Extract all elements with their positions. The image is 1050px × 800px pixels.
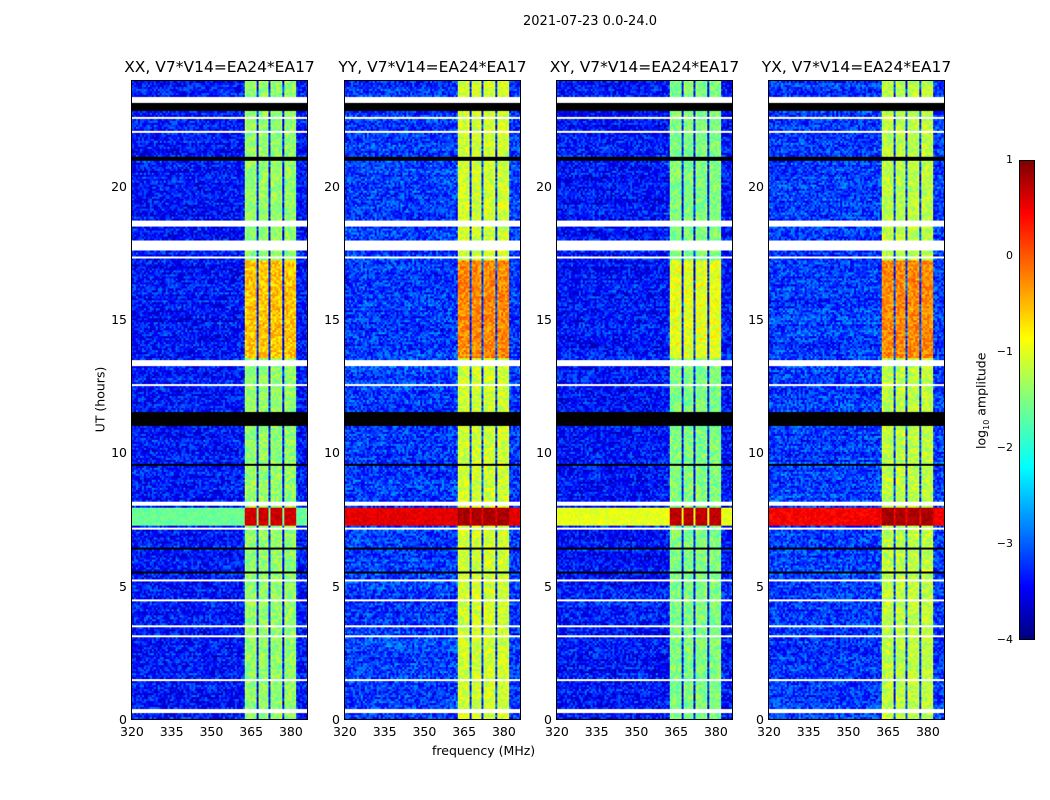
x-tick-label: 320 bbox=[120, 724, 144, 739]
panel-title: XX, V7*V14=EA24*EA17 bbox=[124, 58, 315, 76]
colorbar-tick-label: −2 bbox=[996, 441, 1013, 454]
x-tick-label: 335 bbox=[796, 724, 821, 739]
y-tick-label: 10 bbox=[536, 445, 552, 461]
x-tick-label: 365 bbox=[452, 724, 477, 739]
y-tick-label: 10 bbox=[324, 445, 340, 461]
colorbar-tick-label: −1 bbox=[996, 345, 1013, 358]
x-tick-label: 320 bbox=[757, 724, 781, 739]
panel-title: YY, V7*V14=EA24*EA17 bbox=[338, 58, 527, 76]
x-tick-label: 350 bbox=[412, 724, 437, 739]
x-tick-label: 380 bbox=[278, 724, 303, 739]
y-tick-label: 20 bbox=[536, 178, 552, 194]
y-axis-label: UT (hours) bbox=[92, 366, 108, 433]
heatmap-panel-1 bbox=[344, 80, 521, 720]
heatmap-cells bbox=[557, 81, 732, 719]
y-tick-label: 10 bbox=[748, 445, 764, 461]
heatmap-panel-2 bbox=[556, 80, 733, 720]
colorbar-tick-label: 1 bbox=[1006, 153, 1013, 166]
heatmap-panel-3 bbox=[768, 80, 945, 720]
x-tick-label: 365 bbox=[664, 724, 689, 739]
x-tick-label: 320 bbox=[545, 724, 569, 739]
x-tick-label: 350 bbox=[624, 724, 649, 739]
y-tick-label: 5 bbox=[332, 578, 340, 594]
y-tick-label: 20 bbox=[748, 178, 764, 194]
colorbar bbox=[1019, 160, 1035, 640]
panel-title: XY, V7*V14=EA24*EA17 bbox=[549, 58, 740, 76]
y-tick-label: 0 bbox=[119, 712, 127, 727]
x-axis-label: frequency (MHz) bbox=[432, 743, 536, 758]
y-tick-label: 5 bbox=[544, 578, 552, 594]
x-tick-label: 365 bbox=[876, 724, 901, 739]
x-tick-label: 380 bbox=[491, 724, 516, 739]
x-tick-label: 350 bbox=[199, 724, 224, 739]
heatmap-cells bbox=[769, 81, 944, 719]
x-tick-label: 320 bbox=[333, 724, 357, 739]
y-tick-label: 10 bbox=[111, 445, 127, 461]
x-tick-label: 335 bbox=[372, 724, 397, 739]
heatmap-panel-0 bbox=[131, 80, 308, 720]
x-tick-label: 380 bbox=[915, 724, 940, 739]
colorbar-tick-label: −3 bbox=[996, 537, 1013, 550]
heatmap-cells bbox=[345, 81, 520, 719]
y-tick-label: 0 bbox=[332, 712, 340, 727]
x-tick-label: 335 bbox=[159, 724, 184, 739]
y-tick-label: 15 bbox=[111, 312, 127, 327]
heatmap-cells bbox=[132, 81, 307, 719]
colorbar-tick-label: 0 bbox=[1006, 249, 1013, 262]
y-tick-label: 5 bbox=[119, 578, 127, 594]
y-tick-label: 15 bbox=[748, 312, 764, 327]
y-tick-label: 15 bbox=[536, 312, 552, 327]
x-tick-label: 350 bbox=[836, 724, 861, 739]
panel-title: YX, V7*V14=EA24*EA17 bbox=[761, 58, 952, 76]
x-tick-label: 335 bbox=[584, 724, 609, 739]
y-tick-label: 20 bbox=[324, 178, 340, 194]
figure-title: 2021-07-23 0.0-24.0 bbox=[523, 14, 657, 29]
x-tick-label: 365 bbox=[239, 724, 264, 739]
x-tick-label: 380 bbox=[703, 724, 728, 739]
y-tick-label: 0 bbox=[756, 712, 764, 727]
y-tick-label: 15 bbox=[324, 312, 340, 327]
y-tick-label: 0 bbox=[544, 712, 552, 727]
y-tick-label: 5 bbox=[756, 578, 764, 594]
colorbar-tick-label: −4 bbox=[996, 633, 1013, 646]
y-tick-label: 20 bbox=[111, 178, 127, 194]
